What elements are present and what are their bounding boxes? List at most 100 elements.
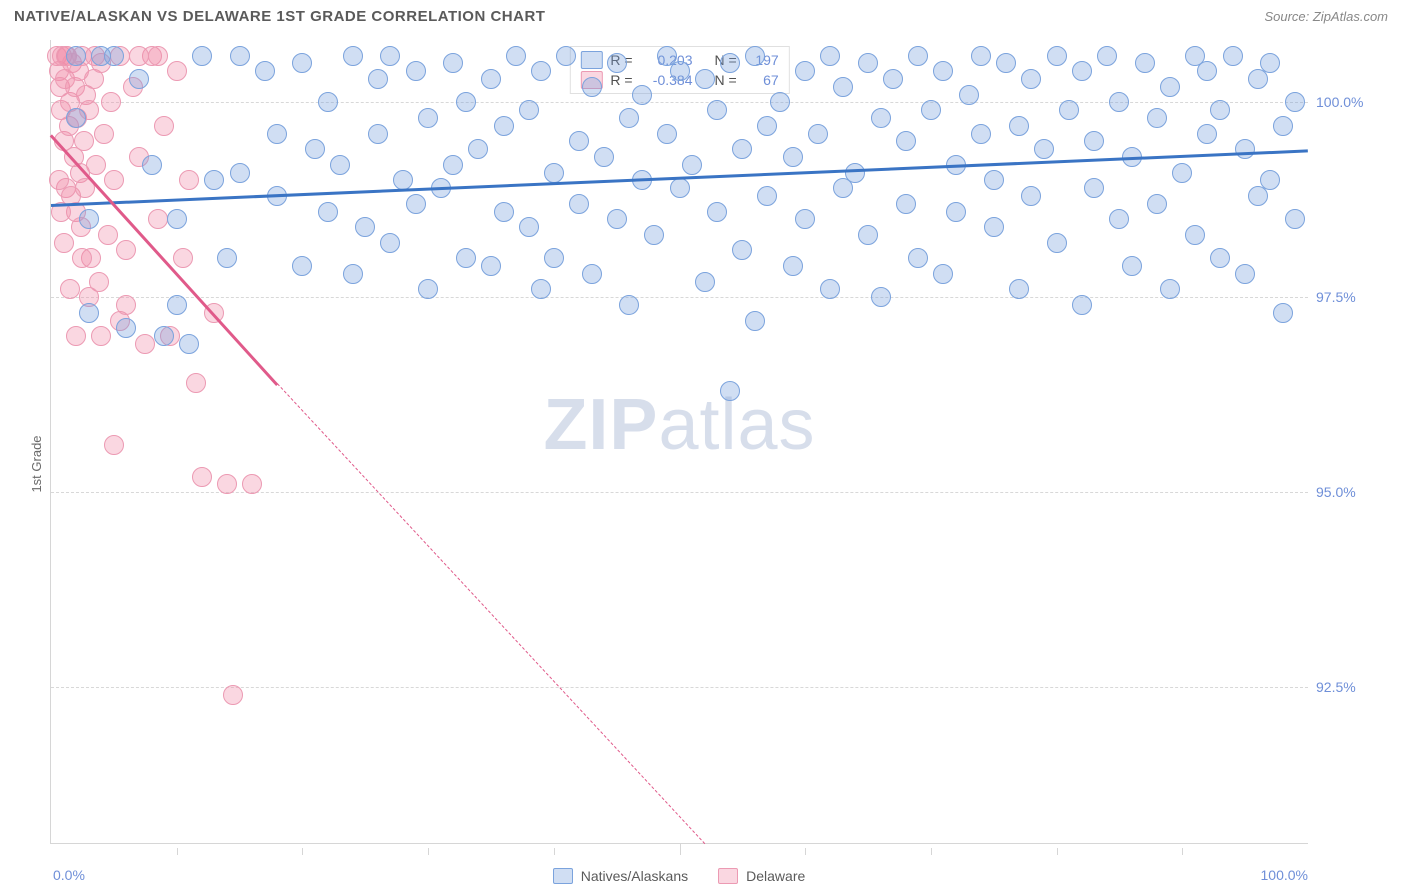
native-point	[494, 116, 514, 136]
native-point	[707, 202, 727, 222]
native-point	[192, 46, 212, 66]
native-point	[607, 209, 627, 229]
gridline-h	[51, 492, 1308, 493]
y-axis-label: 1st Grade	[29, 435, 44, 492]
native-point	[582, 264, 602, 284]
native-point	[494, 202, 514, 222]
series-legend-label: Delaware	[746, 868, 805, 884]
native-point	[946, 202, 966, 222]
native-point	[1009, 279, 1029, 299]
y-tick-label: 97.5%	[1316, 289, 1396, 305]
native-point	[142, 155, 162, 175]
delaware-point	[94, 124, 114, 144]
legend-swatch	[718, 868, 738, 884]
series-legend-label: Natives/Alaskans	[581, 868, 688, 884]
native-point	[971, 124, 991, 144]
native-point	[1210, 100, 1230, 120]
delaware-point	[192, 467, 212, 487]
native-point	[343, 46, 363, 66]
native-point	[129, 69, 149, 89]
native-point	[1160, 77, 1180, 97]
delaware-point	[129, 46, 149, 66]
x-tick	[428, 848, 429, 855]
native-point	[757, 186, 777, 206]
native-point	[481, 256, 501, 276]
native-point	[569, 131, 589, 151]
delaware-point	[66, 326, 86, 346]
native-point	[1210, 248, 1230, 268]
y-tick-label: 95.0%	[1316, 484, 1396, 500]
delaware-point	[167, 61, 187, 81]
delaware-point	[179, 170, 199, 190]
native-point	[305, 139, 325, 159]
native-point	[519, 100, 539, 120]
native-point	[1122, 256, 1142, 276]
native-point	[1047, 46, 1067, 66]
native-point	[1109, 92, 1129, 112]
native-point	[984, 217, 1004, 237]
native-point	[783, 147, 803, 167]
native-point	[79, 303, 99, 323]
delaware-point	[54, 233, 74, 253]
native-point	[318, 92, 338, 112]
native-point	[418, 108, 438, 128]
delaware-point	[101, 92, 121, 112]
native-point	[1260, 170, 1280, 190]
delaware-point	[86, 155, 106, 175]
native-point	[1273, 303, 1293, 323]
native-point	[1235, 264, 1255, 284]
x-tick	[931, 848, 932, 855]
delaware-point	[49, 170, 69, 190]
native-point	[1009, 116, 1029, 136]
x-tick	[302, 848, 303, 855]
legend-swatch	[580, 51, 602, 69]
delaware-point	[148, 46, 168, 66]
delaware-point	[223, 685, 243, 705]
n-label: N =	[715, 72, 737, 88]
native-point	[1285, 92, 1305, 112]
native-point	[343, 264, 363, 284]
native-point	[644, 225, 664, 245]
x-tick	[680, 843, 681, 855]
native-point	[318, 202, 338, 222]
native-point	[456, 248, 476, 268]
native-point	[167, 209, 187, 229]
native-point	[1034, 139, 1054, 159]
native-point	[506, 46, 526, 66]
native-point	[1072, 61, 1092, 81]
y-tick-label: 92.5%	[1316, 679, 1396, 695]
chart-title: NATIVE/ALASKAN VS DELAWARE 1ST GRADE COR…	[14, 8, 545, 25]
delaware-point	[72, 248, 92, 268]
native-point	[682, 155, 702, 175]
native-point	[607, 53, 627, 73]
native-point	[820, 46, 840, 66]
delaware-point	[154, 116, 174, 136]
native-point	[1260, 53, 1280, 73]
native-point	[230, 46, 250, 66]
native-point	[896, 194, 916, 214]
chart-source: Source: ZipAtlas.com	[1264, 9, 1388, 24]
series-legend-item: Delaware	[718, 868, 805, 884]
x-tick	[1182, 848, 1183, 855]
native-point	[858, 53, 878, 73]
native-point	[443, 155, 463, 175]
native-point	[292, 53, 312, 73]
native-point	[456, 92, 476, 112]
native-point	[757, 116, 777, 136]
native-point	[330, 155, 350, 175]
native-point	[1021, 69, 1041, 89]
native-point	[908, 248, 928, 268]
native-point	[1223, 46, 1243, 66]
trend-line	[277, 383, 706, 844]
delaware-point	[148, 209, 168, 229]
native-point	[468, 139, 488, 159]
native-point	[670, 178, 690, 198]
native-point	[1147, 108, 1167, 128]
native-point	[619, 108, 639, 128]
native-point	[66, 46, 86, 66]
native-point	[619, 295, 639, 315]
native-point	[582, 77, 602, 97]
native-point	[292, 256, 312, 276]
native-point	[544, 248, 564, 268]
plot-area: ZIPatlas R =0.203 N =197R =-0.384 N =67 …	[50, 40, 1308, 844]
